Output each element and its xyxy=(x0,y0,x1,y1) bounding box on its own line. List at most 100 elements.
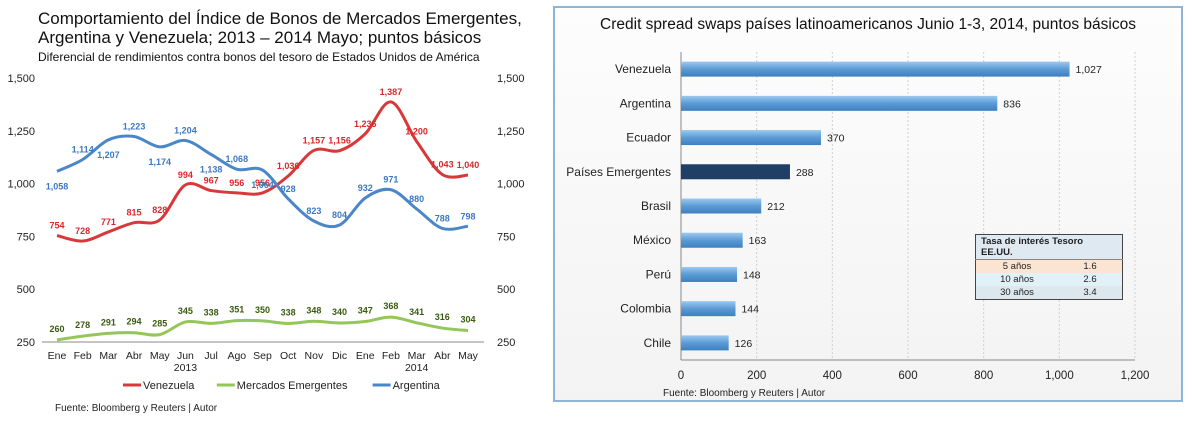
x-tick-label: 200 xyxy=(747,370,766,382)
x-tick-label: 0 xyxy=(678,370,684,382)
bar-value-label: 288 xyxy=(796,167,814,179)
data-label: 956 xyxy=(255,178,270,188)
bar xyxy=(681,335,729,351)
y-tick-label-left: 1,000 xyxy=(7,179,35,191)
legend-label: Mercados Emergentes xyxy=(237,380,348,392)
data-label: 1,036 xyxy=(277,161,300,171)
x-tick-label: Ago xyxy=(227,350,246,362)
x-tick-label: Mar xyxy=(408,350,427,362)
x-tick-label: 1,200 xyxy=(1121,370,1150,382)
series-line-mercados-emergentes xyxy=(56,315,469,342)
x-tick-label: 600 xyxy=(898,370,917,382)
x-tick-label: May xyxy=(150,350,171,362)
legend-label: Argentina xyxy=(393,380,441,392)
data-label: 815 xyxy=(127,208,142,218)
y-tick-label-right: 1,500 xyxy=(497,73,525,85)
treasury-rate-table: Tasa de interés Tesoro EE.UU. 5 años 1.6… xyxy=(975,234,1123,300)
category-label: Brasil xyxy=(641,199,671,213)
data-label: 1,040 xyxy=(457,160,480,170)
data-label: 304 xyxy=(460,315,475,325)
data-label: 341 xyxy=(409,307,424,317)
data-label: 345 xyxy=(178,306,193,316)
data-label: 798 xyxy=(460,211,475,221)
year-label: 2013 xyxy=(174,362,198,374)
bar xyxy=(681,164,790,180)
data-label: 1,114 xyxy=(72,145,94,155)
y-tick-label-left: 1,250 xyxy=(7,126,35,138)
x-tick-label: Oct xyxy=(280,350,296,362)
bar-chart-panel: Credit spread swaps países latinoamerica… xyxy=(553,6,1183,402)
bar-chart-title: Credit spread swaps países latinoamerica… xyxy=(600,16,1136,33)
table-cell-term: 30 años xyxy=(975,286,1058,300)
x-tick-label: 400 xyxy=(823,370,842,382)
bar xyxy=(681,266,737,282)
y-tick-label-left: 750 xyxy=(17,231,35,243)
category-label: Argentina xyxy=(620,96,672,110)
data-label: 285 xyxy=(152,319,167,329)
y-tick-label-right: 500 xyxy=(497,284,515,296)
table-cell-rate: 1.6 xyxy=(1058,259,1123,273)
bar xyxy=(681,61,1070,77)
category-label: México xyxy=(633,233,671,247)
data-label: 1,064 xyxy=(251,180,274,190)
x-tick-label: Abr xyxy=(126,350,143,362)
x-tick-label: Sep xyxy=(253,350,272,362)
table-cell-term: 5 años xyxy=(975,259,1058,273)
data-label: 967 xyxy=(204,176,219,186)
y-tick-label-right: 1,000 xyxy=(497,179,525,191)
category-label: Venezuela xyxy=(615,62,671,76)
data-label: 994 xyxy=(178,170,193,180)
bar-chart-source: Fuente: Bloomberg y Reuters | Autor xyxy=(663,388,826,399)
data-label: 1,156 xyxy=(328,136,351,146)
x-tick-label: Nov xyxy=(305,350,324,362)
data-label: 754 xyxy=(49,221,64,231)
series-line-argentina xyxy=(56,134,469,231)
data-label: 1,236 xyxy=(354,119,377,129)
category-label: Perú xyxy=(646,267,671,281)
data-label: 956 xyxy=(229,178,244,188)
table-cell-rate: 2.6 xyxy=(1058,273,1123,286)
data-label: 1,068 xyxy=(226,154,249,164)
bar-value-label: 148 xyxy=(743,269,761,281)
y-tick-label-right: 1,250 xyxy=(497,126,525,138)
line-chart-panel: Comportamiento del Índice de Bonos de Me… xyxy=(0,0,540,438)
x-tick-label: Jun xyxy=(177,350,194,362)
x-tick-label: Mar xyxy=(99,350,118,362)
data-label: 340 xyxy=(332,307,347,317)
bar-value-label: 836 xyxy=(1003,98,1021,110)
data-label: 1,223 xyxy=(123,122,146,132)
x-tick-label: Ene xyxy=(48,350,67,362)
table-row: 5 años 1.6 xyxy=(975,259,1123,273)
line-chart-subtitle: Diferencial de rendimientos contra bonos… xyxy=(38,50,480,64)
bar-value-label: 163 xyxy=(749,235,767,247)
y-tick-label-left: 1,500 xyxy=(7,73,35,85)
data-label: 316 xyxy=(435,312,450,322)
x-tick-label: 1,000 xyxy=(1045,370,1074,382)
treasury-table-header: Tasa de interés Tesoro EE.UU. xyxy=(975,234,1123,260)
data-label: 1,157 xyxy=(303,135,326,145)
x-tick-label: Feb xyxy=(382,350,400,362)
category-label: Chile xyxy=(644,336,672,350)
data-label: 1,207 xyxy=(97,150,120,160)
data-label: 788 xyxy=(435,213,450,223)
data-label: 347 xyxy=(358,306,373,316)
category-label: Colombia xyxy=(620,302,671,316)
legend-label: Venezuela xyxy=(143,380,195,392)
data-label: 823 xyxy=(306,206,321,216)
category-label: Países Emergentes xyxy=(566,165,671,179)
x-tick-label: Abr xyxy=(434,350,451,362)
data-label: 291 xyxy=(101,317,116,327)
data-label: 294 xyxy=(127,317,142,327)
y-tick-label-right: 750 xyxy=(497,231,515,243)
bar-chart-svg: 0 200 400 600 800 1,000 1,200 Venezuela 1,027 Arg… xyxy=(566,52,1150,382)
data-label: 804 xyxy=(332,210,347,220)
x-tick-label: May xyxy=(458,350,479,362)
data-label: 1,043 xyxy=(431,160,454,170)
data-label: 1,204 xyxy=(174,126,197,136)
data-label: 880 xyxy=(409,194,424,204)
data-label: 828 xyxy=(152,205,167,215)
line-chart-svg: 250 250 500 500 750 750 1,000 1,000 1,250 1,250 1,… xyxy=(7,73,525,392)
data-label: 350 xyxy=(255,305,270,315)
data-label: 1,138 xyxy=(200,164,223,174)
bar xyxy=(681,95,998,111)
